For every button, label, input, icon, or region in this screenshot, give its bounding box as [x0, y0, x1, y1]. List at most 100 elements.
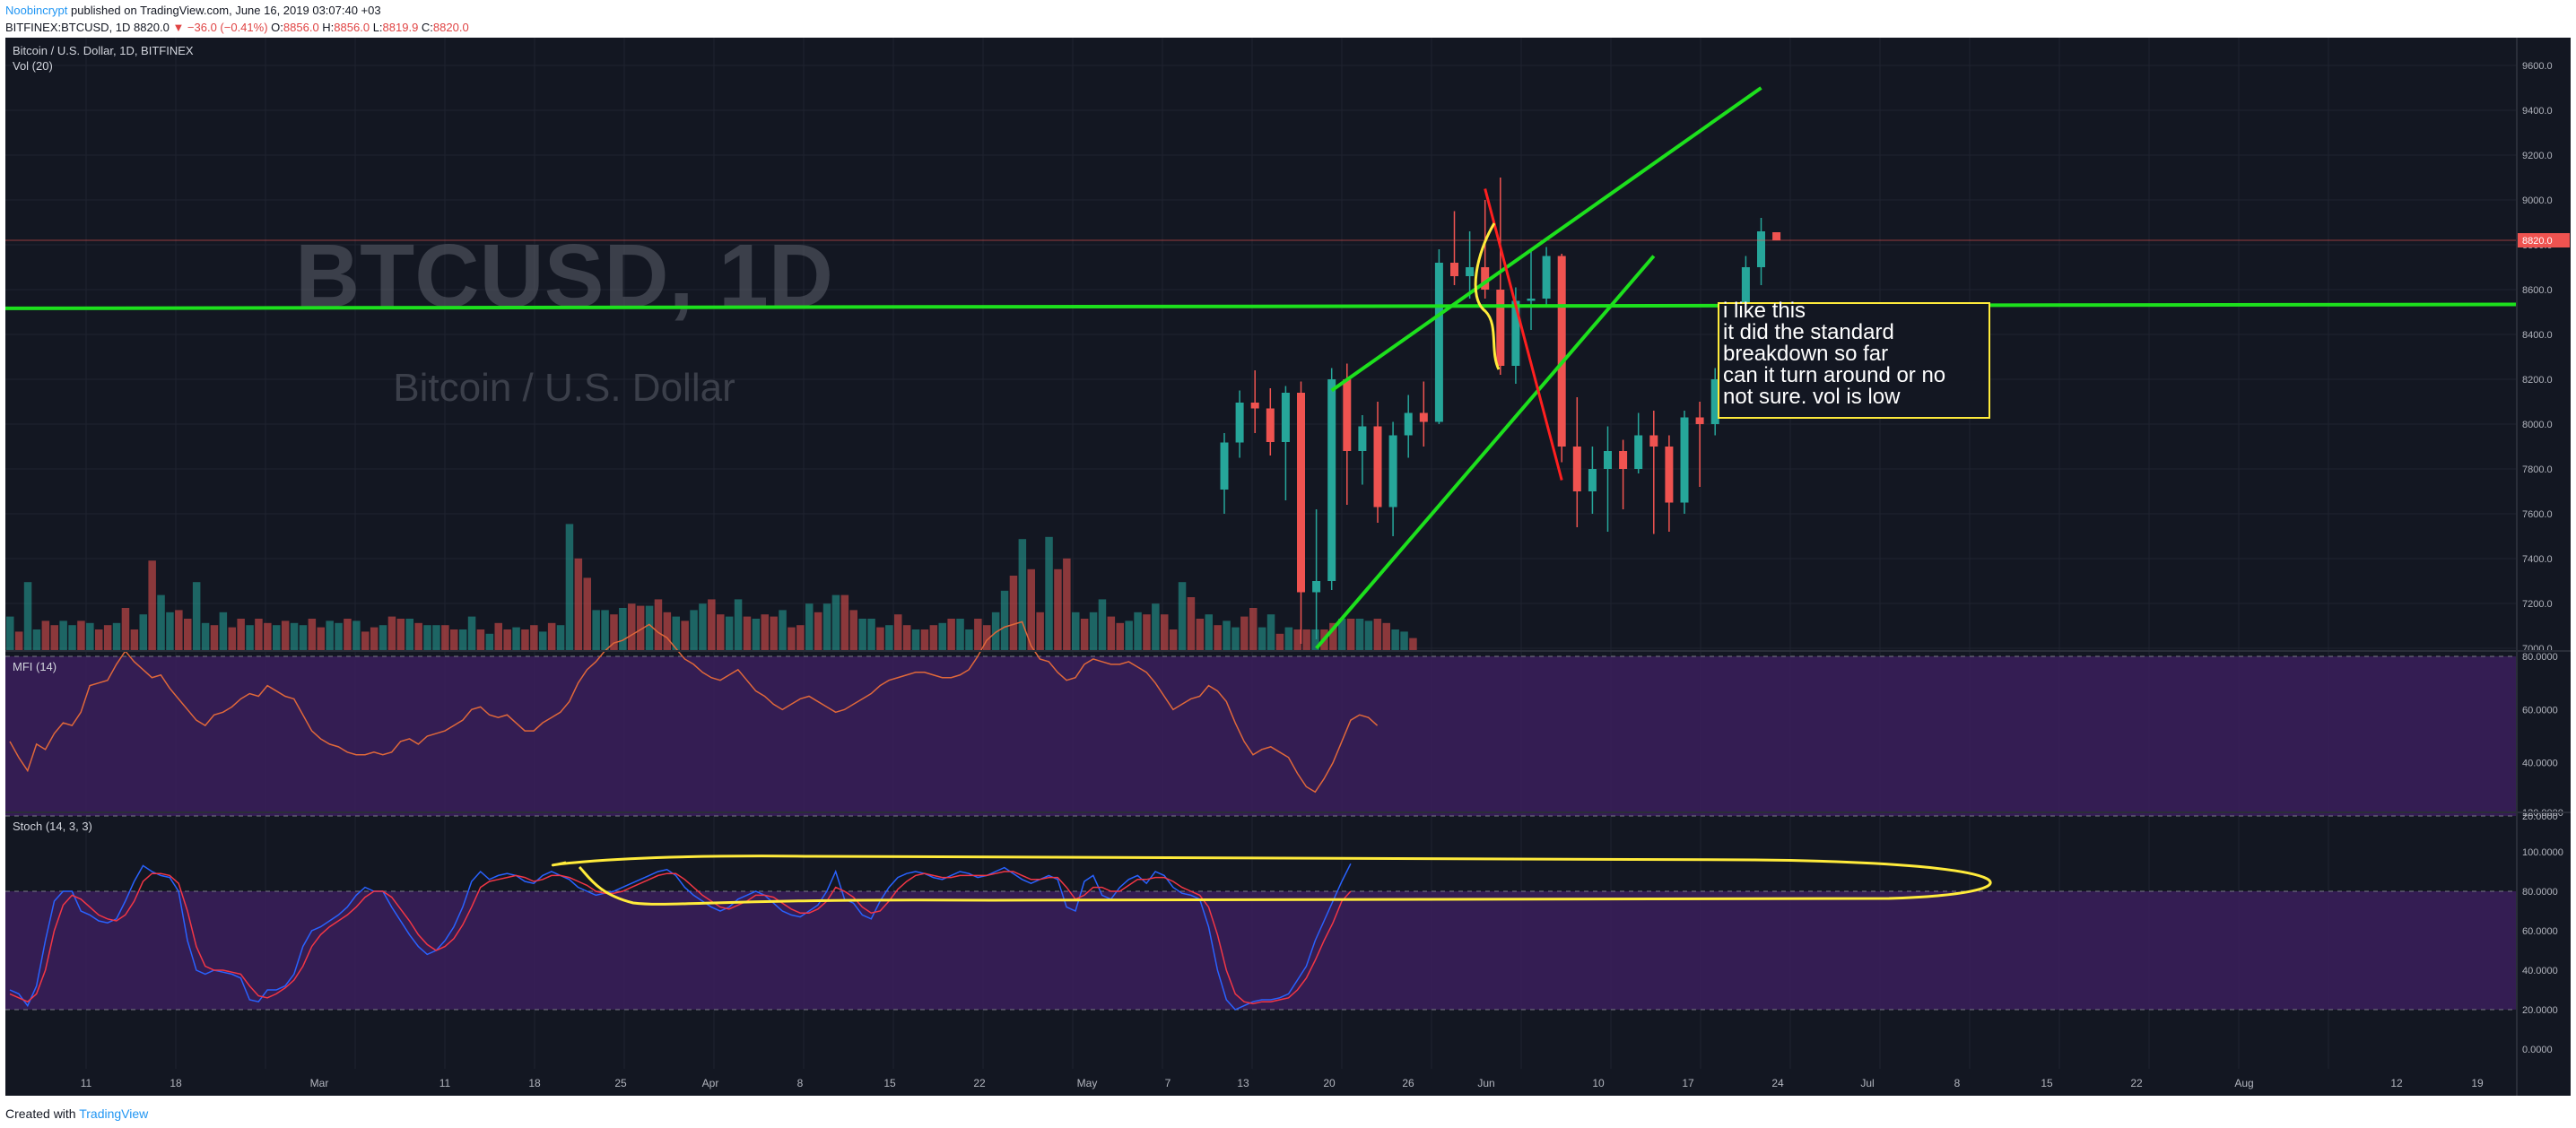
volume-bar	[512, 627, 520, 651]
volume-bar	[1143, 614, 1151, 651]
time-tick: Jul	[1860, 1077, 1874, 1089]
time-tick: 10	[1592, 1077, 1605, 1089]
volume-bar	[1054, 568, 1062, 651]
price-tick: 7200.0	[2522, 599, 2553, 610]
price-change: ▼ −36.0 (−0.41%)	[172, 21, 268, 34]
candle-body	[1250, 403, 1259, 409]
volume-bar	[1258, 627, 1266, 651]
volume-bar	[1231, 627, 1240, 651]
volume-bar	[911, 629, 920, 651]
volume-bar	[654, 599, 663, 651]
low-value: 8819.9	[382, 21, 419, 34]
candle-body	[1419, 412, 1428, 422]
volume-bar	[672, 616, 680, 651]
volume-bar	[1018, 539, 1027, 651]
candle-body	[1557, 256, 1566, 447]
volume-bar	[929, 625, 938, 651]
time-tick: 22	[2130, 1077, 2143, 1089]
volume-bar	[1373, 619, 1382, 651]
price-tick: 7600.0	[2522, 509, 2553, 520]
volume-bar	[6, 616, 14, 651]
candle-body	[1757, 231, 1765, 267]
mfi-tick: 60.0000	[2522, 705, 2558, 716]
volume-bar	[130, 629, 139, 651]
volume-bar	[1240, 616, 1249, 651]
price-tick: 9000.0	[2522, 195, 2553, 206]
volume-bar	[610, 614, 618, 651]
volume-bar	[273, 625, 281, 651]
volume-bar	[663, 612, 672, 651]
volume-bar	[1009, 576, 1018, 651]
volume-bar	[361, 631, 370, 651]
volume-bar	[974, 619, 982, 651]
volume-bar	[112, 622, 121, 651]
volume-bar	[23, 582, 32, 651]
volume-bar	[574, 558, 583, 651]
time-tick: May	[1077, 1077, 1098, 1089]
candle-body	[1404, 412, 1413, 436]
volume-bar	[450, 629, 458, 651]
volume-bar	[645, 605, 654, 651]
volume-bar	[201, 622, 210, 651]
volume-bar	[1275, 633, 1284, 651]
author-link[interactable]: Noobincrypt	[5, 4, 68, 17]
volume-bar	[601, 610, 609, 651]
chart-canvas[interactable]: BTCUSD, 1D Bitcoin / U.S. Dollar i like …	[5, 38, 2571, 1096]
volume-bar	[938, 622, 946, 651]
volume-bar	[814, 612, 822, 651]
time-tick: 24	[1771, 1077, 1784, 1089]
volume-bar	[326, 620, 334, 651]
volume-bar	[690, 610, 698, 651]
volume-bar	[894, 614, 902, 651]
annotation-box[interactable]: i like this it did the standard breakdown …	[1718, 299, 1990, 419]
mfi-series	[9, 620, 1379, 794]
volume-bar	[494, 622, 502, 651]
volume-bar	[344, 619, 352, 651]
stoch-tick: 60.0000	[2522, 926, 2558, 937]
footer-created: Created with	[5, 1106, 76, 1121]
volume-bar	[1382, 622, 1390, 651]
volume-bar	[983, 625, 991, 651]
volume-bar	[1072, 612, 1080, 651]
volume-bar	[734, 599, 743, 651]
volume-bar	[246, 625, 254, 651]
volume-bar	[1355, 619, 1364, 651]
candle-body	[1710, 379, 1719, 424]
time-tick: 18	[528, 1077, 541, 1089]
footer-brand[interactable]: TradingView	[79, 1106, 149, 1121]
candle-body	[1649, 435, 1658, 447]
volume-bar	[796, 625, 805, 651]
trend-line	[1315, 255, 1656, 650]
volume-bar	[299, 625, 308, 651]
annotation-line: i like this	[1723, 299, 1806, 323]
volume-bar	[743, 616, 752, 651]
volume-bar	[352, 620, 361, 651]
volume-bar	[441, 625, 449, 651]
candle-body	[1450, 263, 1458, 276]
publish-info: Noobincrypt published on TradingView.com…	[5, 4, 381, 17]
time-tick: Apr	[702, 1077, 719, 1089]
volume-bar	[583, 577, 591, 651]
volume-bar	[556, 625, 565, 651]
volume-bar	[902, 625, 911, 651]
volume-bar	[396, 619, 405, 651]
volume-bar	[41, 620, 50, 651]
volume-bar	[103, 625, 112, 651]
vol-label: Vol (20)	[13, 59, 53, 73]
volume-bar	[157, 594, 165, 651]
volume-bar	[68, 625, 76, 651]
time-tick: 19	[2471, 1077, 2484, 1089]
volume-bar	[121, 608, 130, 651]
time-tick: 12	[2390, 1077, 2403, 1089]
open-label: O:	[271, 21, 283, 34]
open-value: 8856.0	[283, 21, 319, 34]
footer: Created with TradingView	[5, 1106, 148, 1121]
candle-body	[1680, 417, 1689, 503]
volume-bar	[166, 612, 174, 651]
volume-bar	[335, 622, 343, 651]
volume-bar	[1089, 612, 1098, 651]
publish-date: published on TradingView.com, June 16, 2…	[71, 4, 381, 17]
volume-bar	[370, 627, 379, 651]
time-tick: 20	[1323, 1077, 1336, 1089]
